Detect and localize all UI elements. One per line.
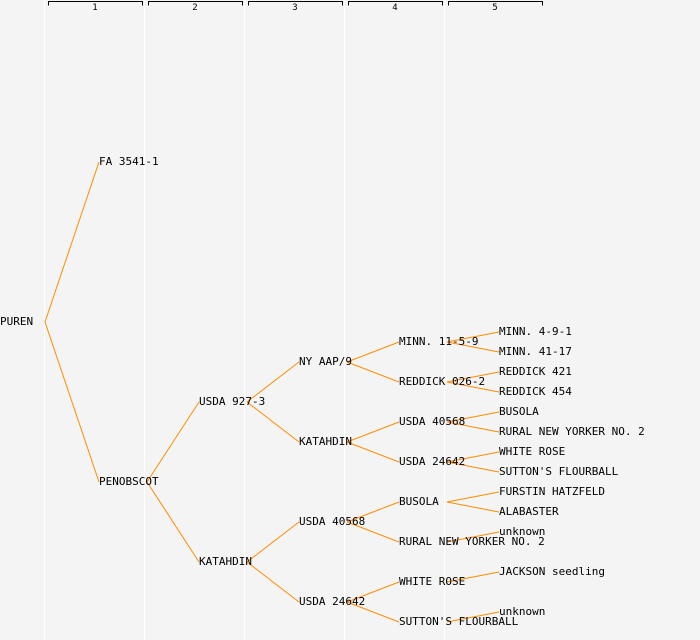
pedigree-edge <box>146 481 200 563</box>
pedigree-edge <box>446 411 500 423</box>
pedigree-node[interactable]: MINN. 4-9-1 <box>499 325 572 338</box>
generation-header: 5 <box>492 3 497 13</box>
pedigree-node[interactable]: USDA 40568 <box>299 515 365 528</box>
column-separators <box>44 0 445 640</box>
generation-header: 2 <box>192 3 197 13</box>
pedigree-edge <box>446 451 500 463</box>
pedigree-node[interactable]: REDDICK 454 <box>499 385 572 398</box>
pedigree-edge <box>446 331 500 343</box>
pedigree-edge <box>44 161 100 323</box>
pedigree-edge <box>246 361 300 403</box>
pedigree-node[interactable]: USDA 40568 <box>399 415 465 428</box>
pedigree-node[interactable]: FA 3541-1 <box>99 155 159 168</box>
pedigree-edge <box>446 571 500 583</box>
pedigree-node[interactable]: MINN. 11-5-9 <box>399 335 478 348</box>
pedigree-edge <box>446 491 500 503</box>
pedigree-edge <box>446 611 500 623</box>
generation-bracket <box>448 1 543 6</box>
pedigree-node[interactable]: WHITE ROSE <box>499 445 565 458</box>
generation-bracket <box>48 1 143 6</box>
pedigree-node[interactable]: RURAL NEW YORKER NO. 2 <box>399 535 545 548</box>
pedigree-node[interactable]: NY AAP/9 <box>299 355 352 368</box>
pedigree-edge <box>44 321 100 483</box>
pedigree-edge <box>446 501 500 513</box>
pedigree-edge <box>346 601 400 623</box>
pedigree-edge <box>446 371 500 383</box>
pedigree-node[interactable]: BUSOLA <box>499 405 539 418</box>
pedigree-edge <box>346 341 400 363</box>
pedigree-edge <box>446 381 500 393</box>
pedigree-edge <box>446 531 500 543</box>
pedigree-edge <box>346 421 400 443</box>
generation-bracket <box>248 1 343 6</box>
pedigree-node[interactable]: USDA 24642 <box>399 455 465 468</box>
pedigree-node[interactable]: WHITE ROSE <box>399 575 465 588</box>
pedigree-node[interactable]: REDDICK 421 <box>499 365 572 378</box>
pedigree-node[interactable]: RURAL NEW YORKER NO. 2 <box>499 425 645 438</box>
generation-bracket <box>148 1 243 6</box>
generation-header: 4 <box>392 3 397 13</box>
pedigree-edge <box>446 461 500 473</box>
pedigree-node[interactable]: USDA 927-3 <box>199 395 265 408</box>
pedigree-edge <box>446 341 500 353</box>
pedigree-node[interactable]: FURSTIN HATZFELD <box>499 485 605 498</box>
pedigree-node[interactable]: KATAHDIN <box>299 435 352 448</box>
pedigree-edge <box>346 441 400 463</box>
pedigree-node[interactable]: BUSOLA <box>399 495 439 508</box>
pedigree-node[interactable]: SUTTON'S FLOURBALL <box>399 615 519 628</box>
pedigree-node[interactable]: MINN. 41-17 <box>499 345 572 358</box>
pedigree-edge <box>346 521 400 543</box>
pedigree-edge <box>246 561 300 603</box>
tree-edges <box>44 161 500 623</box>
pedigree-node[interactable]: SUTTON'S FLOURBALL <box>499 465 619 478</box>
tree-nodes: PUREN FA 3541-1 PENOBSCOT USDA 927-3 NY AAP/… <box>0 155 645 628</box>
pedigree-node[interactable]: USDA 24642 <box>299 595 365 608</box>
generation-header: 1 <box>92 3 97 13</box>
pedigree-node[interactable]: unknown <box>499 605 545 618</box>
pedigree-edge <box>246 401 300 443</box>
generation-headers: 1 2 3 4 5 <box>48 1 543 13</box>
pedigree-node[interactable]: PUREN <box>0 315 33 328</box>
pedigree-edge <box>346 581 400 603</box>
pedigree-edge <box>146 401 200 483</box>
pedigree-edge <box>246 521 300 563</box>
pedigree-edge <box>346 501 400 523</box>
generation-bracket <box>348 1 443 6</box>
pedigree-node[interactable]: KATAHDIN <box>199 555 252 568</box>
pedigree-node[interactable]: ALABASTER <box>499 505 559 518</box>
pedigree-node[interactable]: REDDICK 026-2 <box>399 375 485 388</box>
generation-header: 3 <box>292 3 297 13</box>
pedigree-node[interactable]: JACKSON seedling <box>499 565 605 578</box>
pedigree-edge <box>446 421 500 433</box>
pedigree-node[interactable]: unknown <box>499 525 545 538</box>
pedigree-edge <box>346 361 400 383</box>
pedigree-node[interactable]: PENOBSCOT <box>99 475 159 488</box>
